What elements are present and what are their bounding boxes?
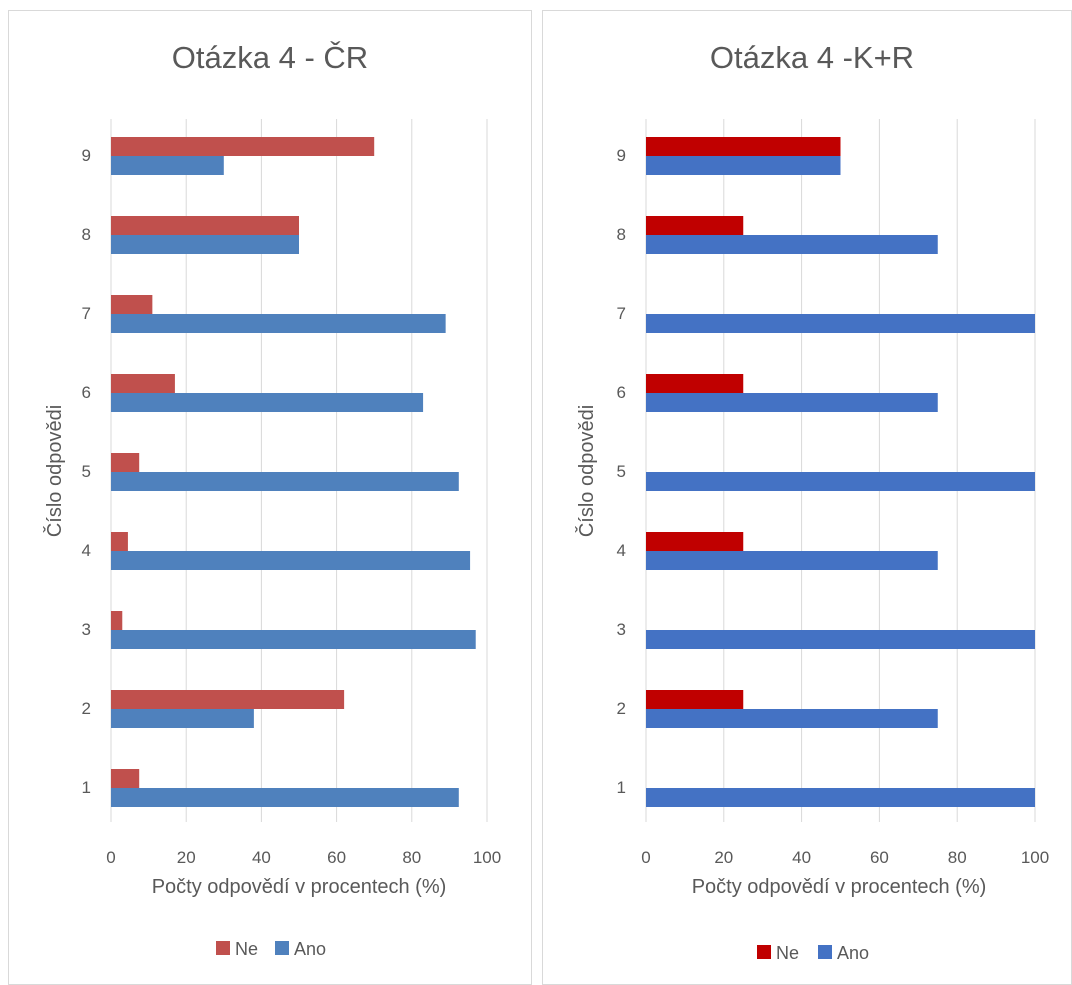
y-tick-label: 8 [617, 225, 626, 244]
x-tick-label: 100 [473, 848, 501, 867]
bar-ano-5 [646, 472, 1035, 491]
x-tick-label: 40 [792, 848, 811, 867]
x-tick-label: 80 [402, 848, 421, 867]
legend-swatch-ano [275, 941, 289, 955]
x-tick-label: 60 [870, 848, 889, 867]
bar-ano-3 [646, 630, 1035, 649]
y-tick-label: 5 [82, 462, 91, 481]
bar-ne-8 [111, 216, 299, 235]
bars [646, 137, 1035, 807]
bar-ano-8 [111, 235, 299, 254]
bar-ano-9 [111, 156, 224, 175]
y-tick-label: 9 [82, 146, 91, 165]
legend-label-ano: Ano [294, 939, 326, 959]
x-tick-labels: 0 20 40 60 80 100 [106, 848, 501, 867]
bar-ano-8 [646, 235, 938, 254]
bar-ne-6 [111, 374, 175, 393]
bar-ne-5 [111, 453, 140, 472]
legend-label-ne: Ne [235, 939, 258, 959]
chart-svg-kr: Otázka 4 -K+R 1 2 3 4 5 6 7 8 9 0 20 40 60 80 100 Poč… [575, 40, 1049, 963]
y-tick-label: 7 [617, 304, 626, 323]
x-axis-label: Počty odpovědí v procentech (%) [152, 876, 447, 898]
y-tick-label: 8 [82, 225, 91, 244]
bar-ano-2 [111, 709, 254, 728]
bar-ne-1 [111, 769, 140, 788]
legend-label-ano: Ano [837, 943, 869, 963]
x-tick-label: 80 [948, 848, 967, 867]
legend: Ne Ano [757, 943, 869, 963]
y-tick-label: 5 [617, 462, 626, 481]
x-tick-label: 0 [106, 848, 115, 867]
bar-ano-1 [646, 788, 1035, 807]
bar-ne-9 [646, 137, 841, 156]
x-tick-labels: 0 20 40 60 80 100 [641, 848, 1049, 867]
legend: Ne Ano [216, 939, 326, 959]
bar-ano-9 [646, 156, 841, 175]
y-tick-label: 2 [617, 699, 626, 718]
x-tick-label: 100 [1021, 848, 1049, 867]
y-tick-label: 9 [617, 146, 626, 165]
bar-ne-9 [111, 137, 375, 156]
y-tick-label: 4 [82, 541, 91, 560]
y-tick-label: 1 [617, 778, 626, 797]
bar-ano-2 [646, 709, 938, 728]
x-tick-label: 60 [327, 848, 346, 867]
bar-ne-2 [111, 690, 345, 709]
y-tick-label: 4 [617, 541, 626, 560]
bar-ne-4 [111, 532, 128, 551]
y-axis-label: Číslo odpovědi [43, 405, 66, 537]
x-tick-label: 40 [252, 848, 271, 867]
y-tick-labels: 1 2 3 4 5 6 7 8 9 [617, 146, 626, 797]
bar-ano-7 [646, 314, 1035, 333]
y-tick-label: 1 [82, 778, 91, 797]
y-tick-label: 2 [82, 699, 91, 718]
bar-ano-3 [111, 630, 476, 649]
bars [111, 137, 476, 807]
x-tick-label: 0 [641, 848, 650, 867]
x-axis-label: Počty odpovědí v procentech (%) [692, 876, 987, 898]
bar-ne-4 [646, 532, 744, 551]
legend-label-ne: Ne [776, 943, 799, 963]
legend-swatch-ne [757, 945, 771, 959]
y-tick-label: 3 [82, 620, 91, 639]
y-tick-label: 7 [82, 304, 91, 323]
chart-title: Otázka 4 - ČR [172, 40, 368, 75]
y-tick-label: 3 [617, 620, 626, 639]
chart-panel-cr: Otázka 4 - ČR 1 2 3 4 5 6 7 8 9 0 20 40 60 80 100 Poč… [8, 10, 532, 985]
bar-ne-2 [646, 690, 744, 709]
bar-ano-6 [646, 393, 938, 412]
bar-ano-4 [111, 551, 471, 570]
chart-panel-kr: Otázka 4 -K+R 1 2 3 4 5 6 7 8 9 0 20 40 60 80 100 Poč… [542, 10, 1072, 985]
legend-swatch-ne [216, 941, 230, 955]
bar-ano-6 [111, 393, 424, 412]
bar-ne-3 [111, 611, 123, 630]
y-tick-label: 6 [82, 383, 91, 402]
chart-title: Otázka 4 -K+R [710, 40, 914, 75]
bar-ano-5 [111, 472, 459, 491]
bar-ne-6 [646, 374, 744, 393]
bar-ano-1 [111, 788, 459, 807]
x-tick-label: 20 [714, 848, 733, 867]
legend-swatch-ano [818, 945, 832, 959]
bar-ne-7 [111, 295, 153, 314]
bar-ne-8 [646, 216, 744, 235]
bar-ano-4 [646, 551, 938, 570]
y-tick-labels: 1 2 3 4 5 6 7 8 9 [82, 146, 91, 797]
chart-svg-cr: Otázka 4 - ČR 1 2 3 4 5 6 7 8 9 0 20 40 60 80 100 Poč… [43, 40, 501, 959]
bar-ano-7 [111, 314, 446, 333]
y-axis-label: Číslo odpovědi [575, 405, 598, 537]
y-tick-label: 6 [617, 383, 626, 402]
x-tick-label: 20 [177, 848, 196, 867]
